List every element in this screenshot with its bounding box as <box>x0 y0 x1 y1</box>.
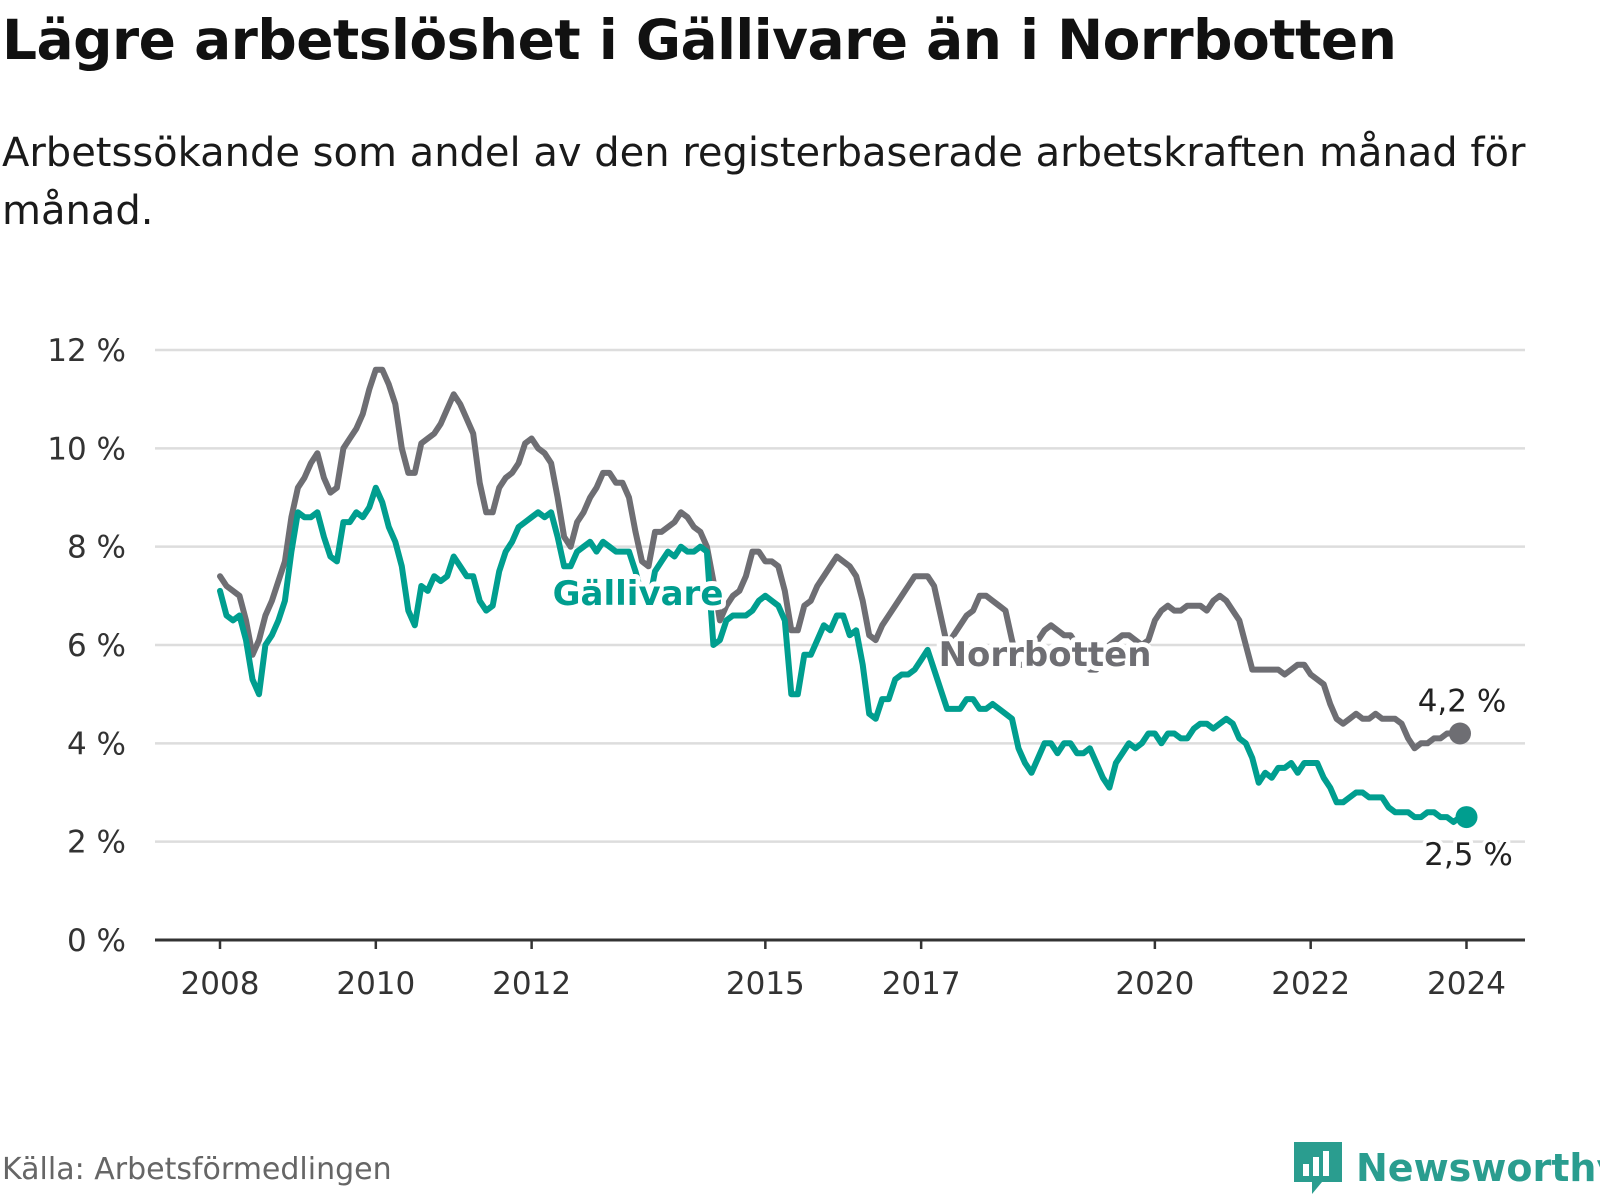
series <box>217 366 1478 829</box>
norrbotten-end-point <box>1449 722 1471 745</box>
x-tick-label: 2015 <box>726 966 805 1002</box>
gallivare-end-label: 2,5 % <box>1424 837 1513 873</box>
grid <box>155 348 1525 843</box>
brand-logo: Newsworthy <box>1292 1140 1600 1196</box>
norrbotten-end-label: 4,2 % <box>1418 684 1507 720</box>
x-tick-label: 2017 <box>882 966 961 1002</box>
x-axis: 2008 2010 2012 2015 2017 2020 2022 2024 <box>155 938 1525 1002</box>
chart-title: Lägre arbetslöshet i Gällivare än i Norr… <box>2 8 1397 72</box>
norrbotten-line <box>217 366 1463 752</box>
y-axis: 0 % 2 % 4 % 6 % 8 % 10 % 12 % <box>47 333 126 959</box>
chart-subtitle: Arbetssökande som andel av den registerb… <box>2 130 1526 234</box>
y-tick-label: 2 % <box>67 825 126 861</box>
y-tick-label: 10 % <box>47 431 126 467</box>
y-tick-label: 12 % <box>47 333 126 369</box>
x-tick-label: 2012 <box>492 966 571 1002</box>
y-tick-label: 0 % <box>67 923 126 959</box>
x-tick-label: 2008 <box>181 966 260 1002</box>
y-tick-label: 6 % <box>67 628 126 664</box>
x-tick-label: 2022 <box>1271 966 1350 1002</box>
source-note: Källa: Arbetsförmedlingen <box>2 1152 392 1187</box>
y-tick-label: 4 % <box>67 726 126 762</box>
y-tick-label: 8 % <box>67 530 126 566</box>
series-labels: 4,2 % 2,5 % Norrbotten Gällivare <box>548 569 1517 877</box>
x-tick-label: 2020 <box>1115 966 1194 1002</box>
gallivare-series-label: Gällivare <box>553 574 724 614</box>
line-chart: 0 % 2 % 4 % 6 % 8 % 10 % 12 % 2008 2010 2012 2015… <box>47 333 1525 1002</box>
x-tick-label: 2024 <box>1427 966 1506 1002</box>
x-tick-label: 2010 <box>336 966 415 1002</box>
newsworthy-logo-icon <box>1294 1142 1342 1194</box>
gallivare-end-point <box>1455 806 1478 829</box>
brand-name: Newsworthy <box>1356 1146 1600 1190</box>
norrbotten-series-label: Norrbotten <box>939 635 1152 675</box>
gallivare-line <box>217 484 1470 825</box>
